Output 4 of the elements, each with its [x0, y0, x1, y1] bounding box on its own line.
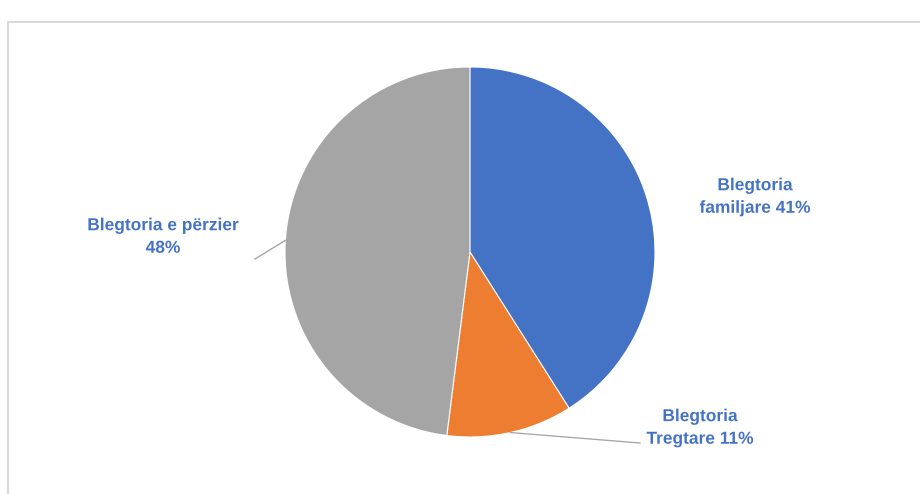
slice-label: Blegtoria Tregtare 11% — [646, 408, 754, 448]
slice-label: Blegtoria familjare 41% — [700, 178, 810, 216]
slice-label: Blegtoria e përzier — [88, 218, 238, 234]
data-label: 48% — [146, 240, 180, 253]
